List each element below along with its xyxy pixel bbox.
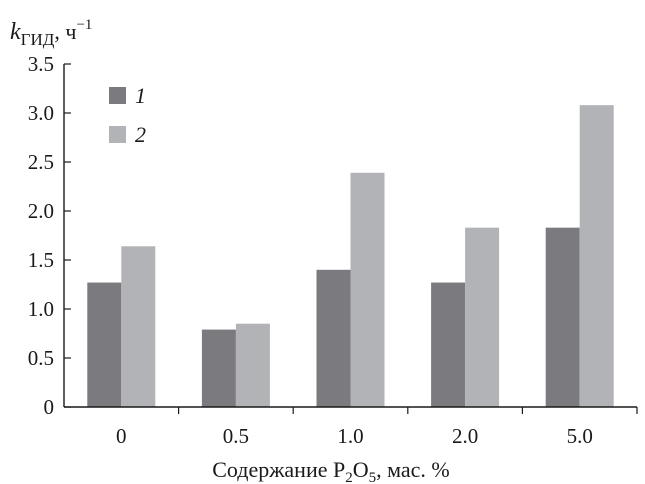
legend-label-series-2: 2 <box>135 122 146 147</box>
bar-series-1-0.5 <box>201 329 236 407</box>
bar-series-1-1.0 <box>316 269 351 407</box>
x-axis-tick-labels: 0 0.5 1.0 2.0 5.0 <box>116 424 593 448</box>
legend: 1 2 <box>109 83 146 147</box>
bars <box>87 105 614 407</box>
bar-series-2-0.5 <box>235 323 270 407</box>
y-tick-label: 2.5 <box>28 150 54 174</box>
x-tick-label: 0 <box>116 424 127 448</box>
y-tick-label: 1.5 <box>28 248 54 272</box>
legend-swatch-series-1 <box>109 87 126 104</box>
bar-series-2-5.0 <box>579 105 614 407</box>
y-tick-label: 3.0 <box>28 101 54 125</box>
bar-series-1-0 <box>87 282 122 407</box>
x-tick-label: 2.0 <box>452 424 478 448</box>
bar-series-2-2.0 <box>465 227 500 407</box>
axes <box>63 64 638 414</box>
y-tick-label: 1.0 <box>28 297 54 321</box>
y-tick-label: 0.5 <box>28 346 54 370</box>
bar-series-2-1.0 <box>350 172 385 407</box>
y-tick-label: 2.0 <box>28 199 54 223</box>
y-axis-label: kГИД, ч−1 <box>10 17 92 49</box>
x-tick-label: 1.0 <box>337 424 363 448</box>
x-tick-label: 0.5 <box>223 424 249 448</box>
legend-label-series-1: 1 <box>135 83 146 108</box>
bar-series-2-0 <box>121 246 156 407</box>
y-axis-ticks: 0 0.5 1.0 1.5 2.0 2.5 3.0 3.5 <box>28 52 71 419</box>
legend-swatch-series-2 <box>109 126 126 143</box>
bar-series-1-2.0 <box>431 282 466 407</box>
x-tick-label: 5.0 <box>567 424 593 448</box>
x-axis-label: Содержание P2O5, мас. % <box>212 457 450 484</box>
y-tick-label: 0 <box>44 395 55 419</box>
y-tick-label: 3.5 <box>28 52 54 76</box>
bar-series-1-5.0 <box>545 227 580 407</box>
